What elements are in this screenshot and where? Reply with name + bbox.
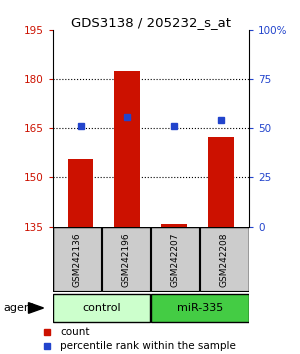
Bar (115, 71, 140, 227)
Bar (151, 294, 248, 322)
Text: GSM242207: GSM242207 (171, 232, 180, 286)
Bar (200, 227, 248, 291)
Bar (53, 227, 101, 291)
Bar (53, 294, 150, 322)
Text: agent: agent (3, 303, 35, 313)
Text: GSM242208: GSM242208 (220, 232, 229, 286)
Text: GSM242136: GSM242136 (73, 232, 82, 287)
Text: percentile rank within the sample: percentile rank within the sample (60, 342, 236, 352)
Text: miR-335: miR-335 (177, 303, 223, 313)
Bar (208, 137, 234, 227)
Text: control: control (82, 303, 121, 313)
Text: GSM242196: GSM242196 (122, 232, 131, 287)
Title: GDS3138 / 205232_s_at: GDS3138 / 205232_s_at (71, 16, 231, 29)
Bar (151, 227, 200, 291)
Bar (161, 224, 187, 227)
Bar (68, 159, 93, 227)
Bar (102, 227, 150, 291)
Text: count: count (60, 327, 90, 337)
